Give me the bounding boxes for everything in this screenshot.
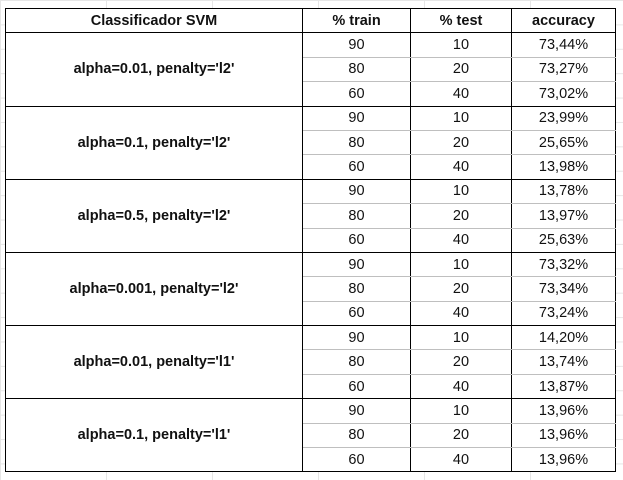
test-cell[interactable]: 20 — [410, 129, 512, 156]
table-row: 60 40 73,02% — [6, 81, 616, 107]
table-row: 60 40 25,63% — [6, 227, 616, 253]
train-cell[interactable]: 60 — [302, 227, 411, 253]
accuracy-cell[interactable]: 73,34% — [511, 276, 616, 302]
train-cell[interactable]: 80 — [302, 276, 411, 302]
test-cell[interactable]: 20 — [410, 349, 512, 375]
test-cell[interactable]: 40 — [410, 373, 512, 400]
header-cell-train[interactable]: % train — [302, 7, 411, 34]
table-row: 80 20 73,27% — [6, 56, 616, 83]
train-cell[interactable]: 80 — [302, 203, 411, 229]
test-cell[interactable]: 10 — [410, 105, 512, 131]
table-row: 60 40 73,24% — [6, 300, 616, 327]
train-cell[interactable]: 80 — [302, 56, 411, 83]
table-row: 60 40 13,98% — [6, 154, 616, 180]
accuracy-cell[interactable]: 13,78% — [511, 178, 616, 205]
accuracy-cell[interactable]: 14,20% — [511, 325, 616, 351]
train-cell[interactable]: 60 — [302, 154, 411, 180]
train-cell[interactable]: 60 — [302, 81, 411, 107]
table-row: 80 20 73,34% — [6, 276, 616, 302]
test-cell[interactable]: 40 — [410, 447, 512, 473]
accuracy-cell[interactable]: 23,99% — [511, 105, 616, 131]
train-cell[interactable]: 80 — [302, 349, 411, 375]
train-cell[interactable]: 90 — [302, 178, 411, 205]
test-cell[interactable]: 20 — [410, 276, 512, 302]
test-cell[interactable]: 10 — [410, 178, 512, 205]
table-row: alpha=0.01, penalty='l2' 90 10 73,44% — [5, 32, 616, 107]
train-cell[interactable]: 90 — [302, 325, 411, 351]
model-config-cell[interactable]: alpha=0.01, penalty='l1' — [5, 325, 303, 400]
table-row: alpha=0.001, penalty='l2' 90 10 73,32% — [5, 251, 616, 327]
accuracy-cell[interactable]: 73,44% — [511, 32, 616, 58]
table-row: alpha=0.1, penalty='l2' 90 10 23,99% — [5, 105, 616, 180]
accuracy-cell[interactable]: 13,97% — [511, 203, 616, 229]
test-cell[interactable]: 40 — [410, 300, 512, 327]
accuracy-cell[interactable]: 13,87% — [511, 373, 616, 400]
accuracy-cell[interactable]: 13,98% — [511, 154, 616, 180]
test-cell[interactable]: 40 — [410, 81, 512, 107]
accuracy-cell[interactable]: 73,02% — [511, 81, 616, 107]
train-cell[interactable]: 90 — [302, 32, 411, 58]
test-cell[interactable]: 20 — [410, 422, 512, 449]
train-cell[interactable]: 80 — [302, 422, 411, 449]
accuracy-cell[interactable]: 25,63% — [511, 227, 616, 253]
accuracy-cell[interactable]: 13,96% — [511, 398, 616, 424]
header-cell-classifier[interactable]: Classificador SVM — [5, 7, 303, 34]
accuracy-cell[interactable]: 13,74% — [511, 349, 616, 375]
train-cell[interactable]: 90 — [302, 398, 411, 424]
test-cell[interactable]: 40 — [410, 227, 512, 253]
test-cell[interactable]: 10 — [410, 251, 512, 278]
test-cell[interactable]: 40 — [410, 154, 512, 180]
table-row: alpha=0.1, penalty='l1' 90 10 13,96% — [5, 398, 616, 473]
train-cell[interactable]: 90 — [302, 105, 411, 131]
train-cell[interactable]: 60 — [302, 373, 411, 400]
test-cell[interactable]: 10 — [410, 398, 512, 424]
header-row: Classificador SVM % train % test accurac… — [5, 7, 616, 34]
test-cell[interactable]: 20 — [410, 203, 512, 229]
model-config-cell[interactable]: alpha=0.001, penalty='l2' — [5, 251, 303, 327]
header-cell-test[interactable]: % test — [410, 7, 512, 34]
table-row: alpha=0.01, penalty='l1' 90 10 14,20% — [5, 325, 616, 400]
train-cell[interactable]: 60 — [302, 300, 411, 327]
model-config-cell[interactable]: alpha=0.1, penalty='l2' — [5, 105, 303, 180]
model-config-cell[interactable]: alpha=0.01, penalty='l2' — [5, 32, 303, 107]
table-row: 80 20 13,96% — [6, 422, 616, 449]
accuracy-cell[interactable]: 13,96% — [511, 422, 616, 449]
accuracy-cell[interactable]: 73,24% — [511, 300, 616, 327]
accuracy-cell[interactable]: 13,96% — [511, 447, 616, 473]
train-cell[interactable]: 90 — [302, 251, 411, 278]
model-config-cell[interactable]: alpha=0.1, penalty='l1' — [5, 398, 303, 473]
test-cell[interactable]: 20 — [410, 56, 512, 83]
header-cell-accuracy[interactable]: accuracy — [511, 7, 616, 34]
test-cell[interactable]: 10 — [410, 325, 512, 351]
model-config-cell[interactable]: alpha=0.5, penalty='l2' — [5, 178, 303, 253]
test-cell[interactable]: 10 — [410, 32, 512, 58]
train-cell[interactable]: 60 — [302, 447, 411, 473]
train-cell[interactable]: 80 — [302, 129, 411, 156]
accuracy-cell[interactable]: 25,65% — [511, 129, 616, 156]
table-row: alpha=0.5, penalty='l2' 90 10 13,78% — [5, 178, 616, 253]
table-row: 80 20 25,65% — [6, 129, 616, 156]
accuracy-cell[interactable]: 73,32% — [511, 251, 616, 278]
table-row: 80 20 13,97% — [6, 203, 616, 229]
svm-results-table: Classificador SVM % train % test accurac… — [5, 7, 616, 473]
table-row: 80 20 13,74% — [6, 349, 616, 375]
table-row: 60 40 13,96% — [6, 447, 616, 473]
accuracy-cell[interactable]: 73,27% — [511, 56, 616, 83]
table-row: 60 40 13,87% — [6, 373, 616, 400]
